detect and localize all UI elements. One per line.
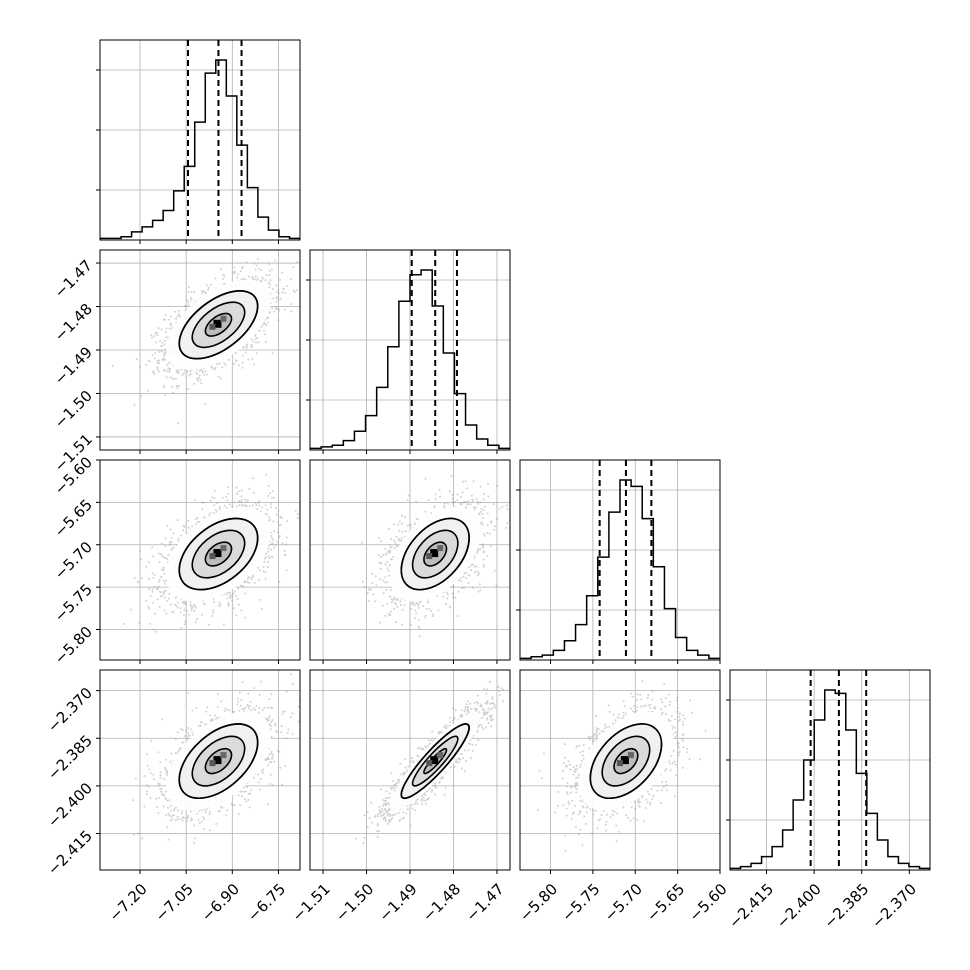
y-tick-label: −2.400	[44, 779, 96, 831]
density-cell-3-2	[616, 760, 623, 767]
density-peak-3-2	[620, 756, 629, 765]
y-tick-label: −1.50	[51, 387, 96, 432]
y-tick-label: −2.370	[44, 684, 96, 736]
density-cell-2-0	[209, 553, 216, 560]
panel-frame-2-2	[519, 459, 721, 661]
histogram-0	[100, 59, 300, 240]
y-tick-label: −2.415	[44, 827, 96, 879]
panel-0-0	[96, 39, 301, 244]
x-tick-label: −6.90	[198, 880, 243, 925]
panel-frame-3-2	[519, 669, 721, 871]
density-peak-3-0	[213, 756, 222, 765]
density-cell-b-1-0	[220, 315, 227, 322]
x-tick-label: −5.60	[686, 880, 731, 925]
y-tick-label: −5.70	[51, 538, 96, 583]
contour-outer-2-0	[178, 517, 259, 591]
x-tick-label: −5.80	[516, 880, 561, 925]
density-cell-b-3-2	[627, 752, 634, 759]
y-tick-label: −2.385	[44, 732, 96, 784]
density-peak-1-0	[213, 319, 222, 328]
density-cell-1-0	[209, 323, 216, 330]
density-cell-b-3-1	[437, 752, 444, 759]
contour-outer-1-0	[178, 290, 259, 360]
y-tick-label: −1.49	[51, 343, 96, 388]
contour-outer-3-2	[589, 723, 663, 800]
panel-frame-0-0	[99, 39, 301, 241]
density-cell-b-2-1	[437, 545, 444, 552]
x-tick-label: −6.75	[244, 880, 289, 925]
x-tick-label: −2.415	[725, 880, 777, 932]
x-tick-label: −5.65	[643, 880, 688, 925]
contour-outer-3-1	[400, 723, 470, 800]
panel-3-2	[519, 669, 721, 874]
contour-outer-3-0	[178, 723, 259, 800]
panel-1-1	[306, 249, 511, 454]
x-tick-label: −2.370	[868, 880, 920, 932]
x-tick-label: −1.50	[332, 880, 377, 925]
contour-outer-2-1	[400, 517, 470, 591]
x-tick-label: −2.385	[821, 880, 873, 932]
panel-2-2	[516, 459, 721, 664]
panel-2-1	[309, 459, 511, 664]
histogram-2	[520, 479, 720, 660]
y-tick-label: −5.65	[51, 496, 96, 541]
panel-2-0	[96, 459, 301, 664]
density-peak-2-0	[213, 549, 222, 558]
y-tick-label: −5.75	[51, 580, 96, 625]
density-peak-2-1	[430, 549, 439, 558]
density-cell-3-1	[426, 760, 433, 767]
density-peak-3-1	[430, 756, 439, 765]
panel-frame-3-0	[99, 669, 301, 871]
panel-3-1	[309, 669, 511, 874]
density-cell-b-2-0	[220, 545, 227, 552]
panel-1-0	[96, 249, 301, 454]
density-cell-3-0	[209, 760, 216, 767]
x-tick-label: −5.70	[601, 880, 646, 925]
density-cell-2-1	[426, 553, 433, 560]
panel-3-3	[726, 669, 931, 874]
panel-3-0	[96, 669, 301, 874]
x-tick-label: −1.47	[462, 880, 507, 925]
y-tick-label: −1.48	[51, 300, 96, 345]
histogram-1	[310, 269, 510, 450]
x-tick-label: −7.05	[152, 880, 197, 925]
density-cell-b-3-0	[220, 752, 227, 759]
y-tick-label: −5.80	[51, 623, 96, 668]
panel-frame-3-3	[729, 669, 931, 871]
x-tick-label: −2.400	[773, 880, 825, 932]
x-tick-label: −1.51	[289, 880, 334, 925]
y-tick-label: −1.47	[51, 256, 96, 301]
x-tick-label: −7.20	[106, 880, 151, 925]
panel-frame-2-0	[99, 459, 301, 661]
histogram-3	[730, 689, 930, 870]
x-tick-label: −1.49	[376, 880, 421, 925]
x-tick-label: −1.48	[419, 880, 464, 925]
x-tick-label: −5.75	[558, 880, 603, 925]
